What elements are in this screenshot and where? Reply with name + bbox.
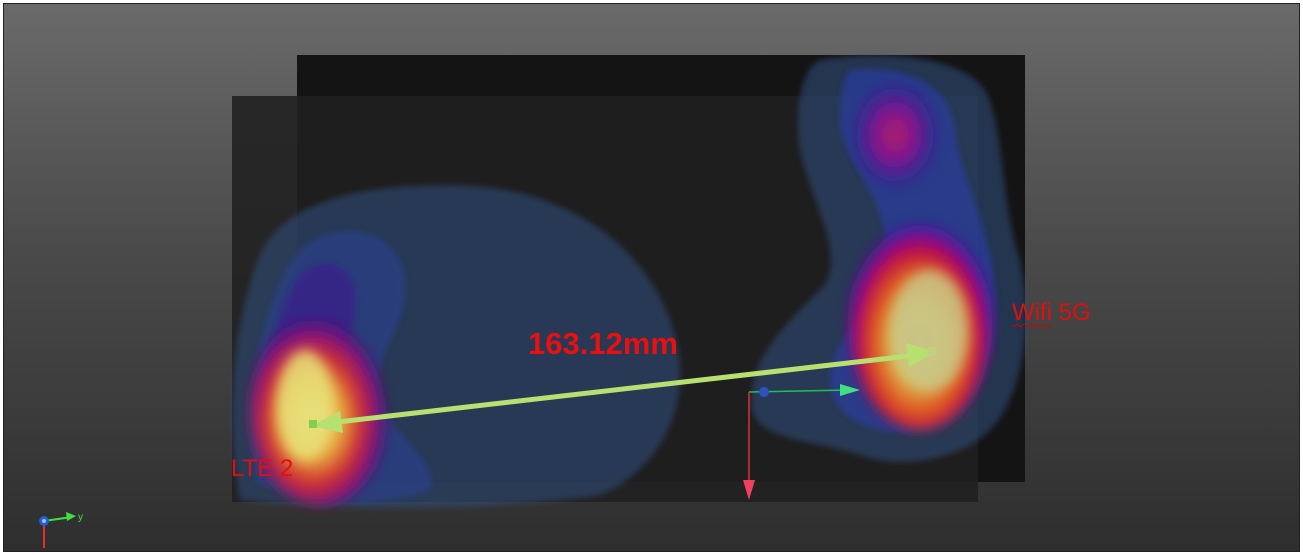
measure-arrowhead-right [906, 343, 936, 367]
axis-triad-icon [39, 512, 76, 548]
measure-endpoint-lte[interactable] [309, 420, 317, 428]
measurement-value: 163.12mm [528, 326, 678, 361]
wifi-heatmap [751, 55, 1026, 462]
antenna-label-wifi-word: Wifi [1012, 299, 1052, 326]
scene-canvas[interactable] [4, 4, 1299, 551]
measure-endpoint-wifi[interactable] [928, 347, 936, 355]
antenna-label-lte: LTE 2 [231, 455, 294, 482]
measurement-line[interactable] [309, 343, 936, 433]
transform-gizmo-icon[interactable] [743, 384, 860, 500]
antenna-label-wifi: Wifi 5G [1012, 299, 1091, 327]
3d-viewport[interactable]: 163.12mm LTE 2 Wifi 5G y [3, 3, 1300, 552]
antenna-label-wifi-suffix: 5G [1058, 299, 1091, 326]
lte-heatmap [232, 185, 681, 508]
measure-arrowhead-left [312, 411, 343, 433]
axis-y-label: y [78, 512, 83, 523]
